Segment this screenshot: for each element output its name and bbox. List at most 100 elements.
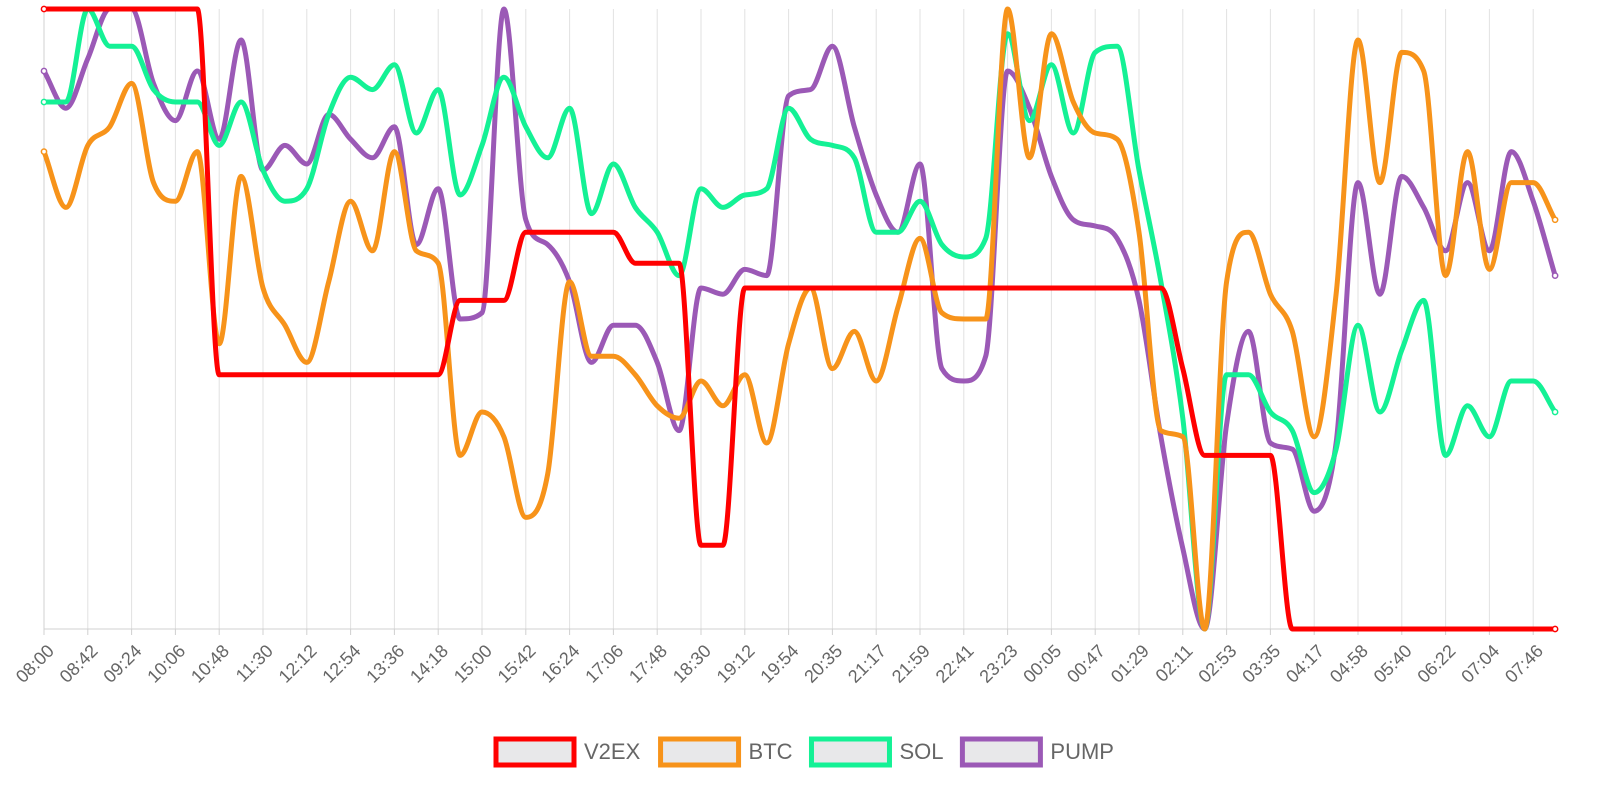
x-tick-label: 15:00: [450, 641, 496, 687]
data-point-pump: [392, 124, 397, 129]
data-point-pump: [1551, 272, 1559, 279]
grid-lines: [43, 9, 1534, 629]
data-point-btc: [151, 180, 156, 185]
series-v2ex: [40, 5, 1559, 633]
legend-swatch-btc: [658, 736, 742, 768]
data-point-pump: [633, 323, 638, 328]
legend-item-btc: BTC: [658, 736, 793, 768]
data-point-sol: [1551, 408, 1559, 416]
x-tick-label: 17:48: [625, 641, 671, 687]
data-point-btc: [1443, 273, 1448, 278]
data-point-v2ex: [261, 372, 265, 377]
data-point-sol: [458, 193, 463, 197]
data-point-v2ex: [1180, 366, 1185, 371]
data-point-sol: [129, 44, 134, 49]
data-point-pump: [655, 360, 660, 365]
data-point-pump: [764, 273, 769, 278]
data-point-pump: [786, 93, 791, 98]
data-point-v2ex: [85, 7, 90, 11]
x-tick-label: 00:05: [1019, 641, 1065, 687]
data-point-pump: [1421, 205, 1426, 210]
data-point-v2ex: [1531, 627, 1536, 631]
data-point-pump: [1005, 69, 1010, 73]
data-point-pump: [1071, 217, 1076, 222]
data-point-pump: [1312, 509, 1317, 514]
data-point-pump: [458, 317, 463, 321]
x-tick-label: 02:53: [1194, 641, 1240, 687]
x-tick-label: 21:17: [844, 641, 890, 687]
data-point-v2ex: [720, 543, 725, 548]
data-point-btc: [523, 515, 528, 520]
data-point-v2ex: [523, 230, 528, 235]
x-tick-label: 23:23: [975, 641, 1021, 687]
data-point-btc: [1071, 100, 1076, 104]
data-point-sol: [239, 100, 244, 104]
data-point-sol: [1334, 447, 1339, 452]
data-point-pump: [1268, 441, 1273, 445]
data-point-pump: [63, 106, 68, 111]
data-point-sol: [40, 98, 48, 106]
data-point-sol: [1137, 168, 1141, 173]
data-point-sol: [918, 199, 922, 204]
data-point-btc: [545, 472, 550, 476]
data-point-pump: [1290, 447, 1295, 452]
data-point-btc: [589, 354, 594, 359]
data-point-v2ex: [742, 286, 747, 290]
data-point-btc: [63, 205, 68, 210]
data-point-btc: [107, 124, 112, 129]
data-point-sol: [480, 143, 484, 148]
data-point-sol: [1093, 50, 1098, 55]
data-point-pump: [85, 56, 90, 61]
data-point-v2ex: [1334, 627, 1339, 631]
data-point-v2ex: [173, 7, 178, 11]
data-point-sol: [326, 112, 331, 117]
data-point-v2ex: [348, 372, 353, 377]
data-point-sol: [1399, 348, 1404, 352]
data-point-v2ex: [1487, 627, 1492, 631]
data-point-btc: [874, 379, 879, 383]
data-point-v2ex: [1224, 453, 1229, 458]
data-point-v2ex: [40, 5, 48, 13]
x-tick-label: 15:42: [494, 641, 540, 687]
data-point-btc: [239, 174, 244, 179]
data-point-pump: [1356, 180, 1360, 185]
x-tick-label: 19:54: [756, 641, 802, 687]
data-point-pump: [1137, 298, 1141, 303]
data-point-btc: [436, 261, 441, 266]
data-point-sol: [348, 75, 353, 80]
data-point-pump: [173, 118, 178, 123]
data-point-sol: [611, 162, 616, 166]
data-point-btc: [480, 410, 484, 414]
data-point-btc: [1465, 149, 1470, 154]
data-point-sol: [282, 199, 287, 204]
data-point-btc: [304, 360, 309, 365]
data-point-sol: [1356, 323, 1360, 328]
data-point-v2ex: [786, 286, 791, 290]
data-point-pump: [1399, 174, 1404, 179]
data-point-v2ex: [1356, 627, 1360, 631]
x-tick-label: 10:06: [143, 641, 189, 687]
data-point-v2ex: [699, 543, 703, 548]
data-point-btc: [458, 453, 463, 458]
data-point-btc: [830, 366, 835, 371]
data-point-sol: [1224, 372, 1229, 377]
data-point-pump: [874, 193, 879, 197]
data-point-btc: [1202, 627, 1207, 631]
data-point-v2ex: [1377, 627, 1382, 631]
data-point-v2ex: [107, 7, 112, 11]
data-point-btc: [1356, 38, 1360, 42]
data-point-v2ex: [830, 286, 835, 290]
data-point-v2ex: [1399, 627, 1404, 631]
data-point-v2ex: [151, 7, 156, 11]
data-point-pump: [1377, 292, 1382, 297]
data-point-btc: [217, 341, 222, 346]
legend: V2EX BTC SOL PUMP: [493, 736, 1114, 768]
x-tick-label: 06:22: [1413, 641, 1459, 687]
data-point-pump: [545, 242, 550, 247]
data-point-pump: [304, 162, 309, 166]
data-point-pump: [939, 366, 944, 371]
x-tick-label: 12:54: [318, 641, 364, 687]
data-point-sol: [436, 87, 441, 92]
data-point-v2ex: [217, 372, 222, 377]
data-point-sol: [655, 230, 660, 235]
